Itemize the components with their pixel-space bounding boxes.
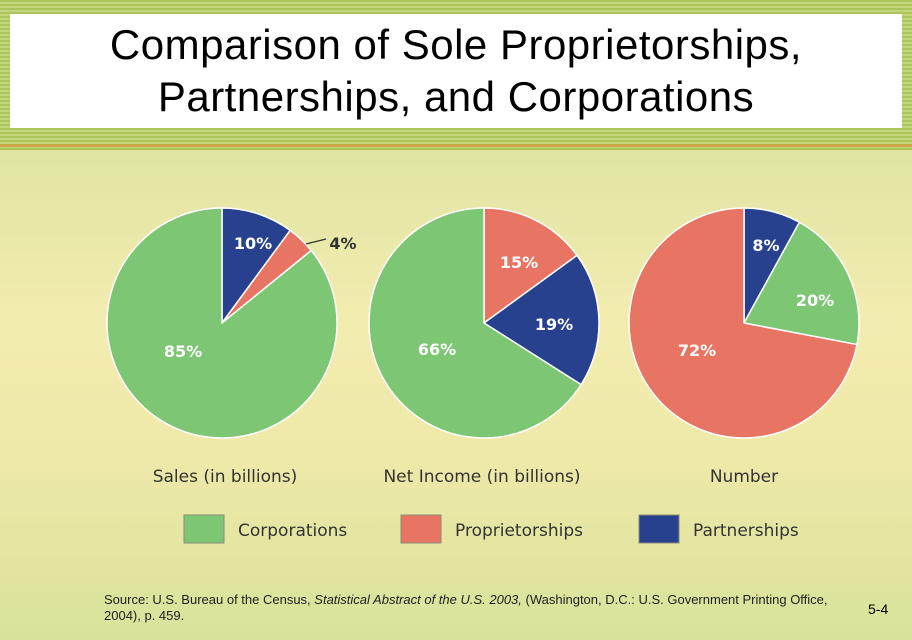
leader-line — [305, 238, 327, 245]
pie-net-income: 15% 19% 66% — [368, 207, 600, 439]
title-line-1: Comparison of Sole Proprietorships, — [109, 21, 803, 68]
chart-title-net-income: Net Income (in billions) — [383, 467, 580, 487]
legend-label-proprietorships: Proprietorships — [455, 521, 583, 541]
legend-label-partnerships: Partnerships — [693, 521, 799, 541]
pie-sales: 10% 4% 85% — [106, 207, 357, 439]
legend-swatch-proprietorships — [400, 514, 442, 544]
pie-number: 8% 20% 72% — [628, 207, 860, 439]
data-label-partnerships: 8% — [752, 236, 779, 255]
data-label-corporations: 20% — [796, 291, 834, 310]
header-divider — [0, 144, 912, 147]
legend-swatch-partnerships — [638, 514, 680, 544]
data-label-partnerships: 10% — [234, 234, 272, 253]
chart-title-sales: Sales (in billions) — [153, 467, 298, 487]
data-label-proprietorships: 15% — [500, 253, 538, 272]
data-label-partnerships: 19% — [535, 315, 573, 334]
source-suffix: (Washington, D.C.: U.S. Government Print… — [104, 592, 828, 623]
data-label-corporations: 66% — [418, 340, 456, 359]
pie-outline — [106, 207, 338, 439]
legend-swatch-corporations — [183, 514, 225, 544]
source-title: Statistical Abstract of the U.S. 2003, — [314, 592, 522, 607]
data-label-corporations: 85% — [164, 342, 202, 361]
title-box: Comparison of Sole Proprietorships, Part… — [10, 14, 902, 128]
data-label-proprietorships: 4% — [329, 234, 356, 253]
source-prefix: Source: U.S. Bureau of the Census, — [104, 592, 315, 607]
slide-number: 5-4 — [868, 601, 889, 617]
page-title: Comparison of Sole Proprietorships, Part… — [110, 19, 802, 123]
pie-outline — [628, 207, 860, 439]
title-line-2: Partnerships, and Corporations — [157, 73, 755, 120]
data-label-proprietorships: 72% — [678, 341, 716, 360]
legend-label-corporations: Corporations — [238, 521, 347, 541]
chart-title-number: Number — [710, 467, 778, 487]
legend: Corporations Proprietorships Partnerships — [183, 514, 799, 544]
source-note: Source: U.S. Bureau of the Census, Stati… — [104, 592, 864, 624]
pie-outline — [368, 207, 600, 439]
